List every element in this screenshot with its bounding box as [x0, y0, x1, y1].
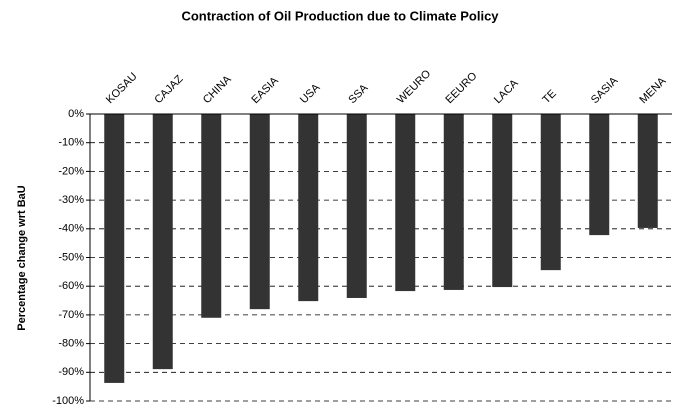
x-tick-label: KOSAU [104, 70, 140, 106]
x-tick-label: CHINA [201, 73, 234, 106]
chart-title: Contraction of Oil Production due to Cli… [181, 8, 499, 23]
y-tick-label: -40% [58, 223, 84, 235]
y-axis-title: Percentage change wrt BaU [16, 185, 28, 331]
bar [589, 114, 610, 236]
bar [201, 114, 222, 318]
y-tick-label: -60% [58, 280, 84, 292]
bar [346, 114, 367, 298]
x-tick-label: WEURO [395, 68, 434, 107]
x-tick-label: USA [298, 81, 323, 106]
y-tick-label: -10% [58, 137, 84, 149]
y-tick-label: -80% [58, 338, 84, 350]
bar [298, 114, 319, 302]
y-tick-label: -50% [58, 251, 84, 263]
x-tick-label: LACA [492, 77, 521, 106]
y-tick-label: -70% [58, 309, 84, 321]
x-tick-label: TE [540, 88, 558, 106]
y-tick-label: -30% [58, 194, 84, 206]
x-tick-label: CAJAZ [152, 73, 185, 106]
bar [637, 114, 658, 228]
y-tick-label: 0% [68, 108, 84, 120]
x-tick-label: EASIA [249, 74, 281, 106]
y-tick-label: -90% [58, 366, 84, 378]
x-tick-label: SSA [346, 82, 371, 107]
bar [249, 114, 270, 310]
bar [395, 114, 416, 292]
bar [104, 114, 125, 383]
x-tick-label: SASIA [589, 74, 621, 106]
x-tick-label: EEURO [443, 70, 479, 106]
bar [443, 114, 464, 290]
bar [540, 114, 561, 271]
bar [152, 114, 173, 370]
bar [492, 114, 513, 288]
y-tick-label: -20% [58, 165, 84, 177]
x-tick-label: MENA [637, 75, 668, 106]
y-tick-label: -100% [52, 395, 84, 407]
